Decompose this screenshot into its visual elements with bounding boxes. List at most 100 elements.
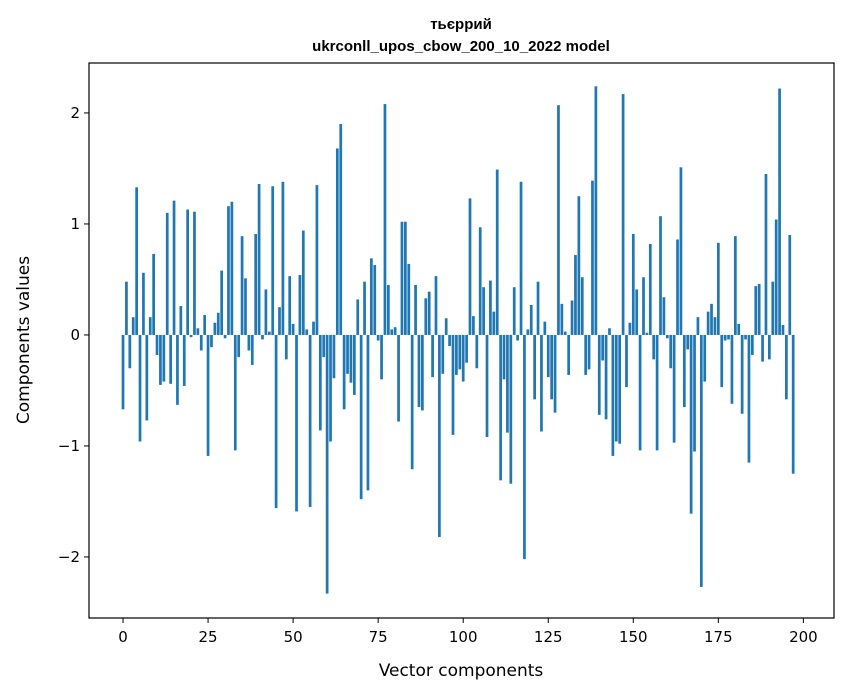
bar-103 [472, 316, 475, 335]
bar-132 [570, 300, 574, 335]
bar-3 [131, 317, 135, 335]
bar-164 [679, 167, 683, 335]
bar-17 [179, 306, 183, 335]
bar-142 [604, 334, 608, 420]
bar-57 [315, 185, 319, 335]
bar-116 [516, 334, 519, 341]
bar-178 [727, 334, 730, 340]
bar-130 [563, 331, 567, 335]
bar-37 [247, 334, 251, 351]
bar-179 [730, 334, 734, 404]
bar-46 [278, 307, 281, 335]
y-tick-label: 1 [70, 215, 80, 233]
bar-131 [567, 334, 571, 375]
bar-174 [713, 317, 717, 335]
bar-122 [536, 281, 540, 335]
bar-13 [165, 212, 169, 335]
bar-35 [240, 236, 244, 335]
y-tick-label: 0 [70, 326, 80, 344]
bar-55 [308, 334, 312, 507]
chart-title: тьєррий [430, 16, 492, 33]
bar-42 [264, 289, 268, 335]
bar-67 [349, 334, 353, 383]
bar-192 [774, 219, 778, 335]
bar-6 [142, 272, 145, 335]
bar-182 [740, 334, 744, 414]
bar-104 [475, 334, 479, 369]
bar-88 [421, 334, 424, 411]
x-tick-label: 150 [619, 628, 648, 646]
x-axis-label: Vector components [379, 661, 544, 681]
bar-56 [312, 321, 315, 335]
bar-26 [210, 334, 213, 348]
bar-108 [489, 280, 492, 335]
bar-120 [529, 304, 533, 335]
bar-84 [407, 263, 411, 335]
bar-191 [771, 281, 775, 335]
bar-53 [301, 230, 305, 335]
bar-196 [788, 235, 792, 335]
bar-135 [580, 277, 584, 335]
y-tick-label: −1 [58, 437, 80, 455]
bar-52 [298, 275, 302, 335]
y-axis: −2 −1 0 1 2 [58, 104, 89, 566]
bar-129 [560, 303, 564, 335]
bar-25 [206, 334, 210, 456]
bar-51 [295, 334, 298, 512]
bar-125 [546, 334, 550, 378]
bar-141 [601, 334, 605, 361]
bar-109 [492, 311, 496, 335]
bar-106 [482, 287, 485, 335]
bar-49 [288, 276, 292, 335]
bar-11 [159, 334, 162, 385]
bar-22 [196, 328, 200, 335]
bar-169 [696, 317, 700, 335]
x-tick-label: 175 [704, 628, 733, 646]
bar-194 [781, 324, 785, 335]
bar-183 [744, 334, 747, 340]
bar-27 [213, 322, 217, 335]
bar-150 [631, 233, 635, 335]
bar-59 [322, 334, 326, 358]
x-tick-label: 50 [284, 628, 303, 646]
bar-19 [186, 209, 190, 335]
bar-117 [519, 181, 523, 335]
bar-39 [254, 233, 258, 335]
bar-44 [271, 186, 275, 335]
bar-87 [417, 334, 421, 408]
x-tick-label: 25 [199, 628, 218, 646]
bar-157 [655, 334, 659, 451]
bar-197 [791, 334, 795, 474]
bar-68 [352, 334, 356, 395]
bar-47 [281, 181, 285, 335]
bar-18 [182, 334, 186, 387]
bar-77 [383, 104, 387, 335]
bar-70 [359, 334, 363, 500]
bar-20 [189, 334, 193, 338]
bar-34 [237, 334, 241, 358]
x-tick-label: 200 [789, 628, 818, 646]
bar-69 [356, 299, 360, 335]
bar-75 [376, 334, 380, 341]
x-tick-label: 0 [118, 628, 128, 646]
bar-41 [261, 334, 264, 340]
bar-63 [335, 148, 339, 335]
bar-101 [465, 334, 468, 363]
x-tick-label: 75 [369, 628, 388, 646]
bar-92 [434, 276, 438, 335]
bar-82 [400, 221, 404, 335]
bar-177 [723, 334, 727, 341]
bar-5 [138, 334, 142, 442]
bar-95 [444, 318, 448, 335]
bar-149 [628, 322, 632, 335]
bar-140 [597, 334, 601, 415]
bar-10 [155, 334, 159, 355]
bar-94 [441, 334, 445, 374]
bar-144 [611, 334, 615, 456]
x-tick-label: 100 [449, 628, 478, 646]
bar-97 [451, 334, 455, 435]
bar-100 [461, 334, 465, 382]
bar-29 [220, 270, 224, 335]
bar-99 [458, 334, 462, 370]
bar-171 [703, 334, 707, 382]
